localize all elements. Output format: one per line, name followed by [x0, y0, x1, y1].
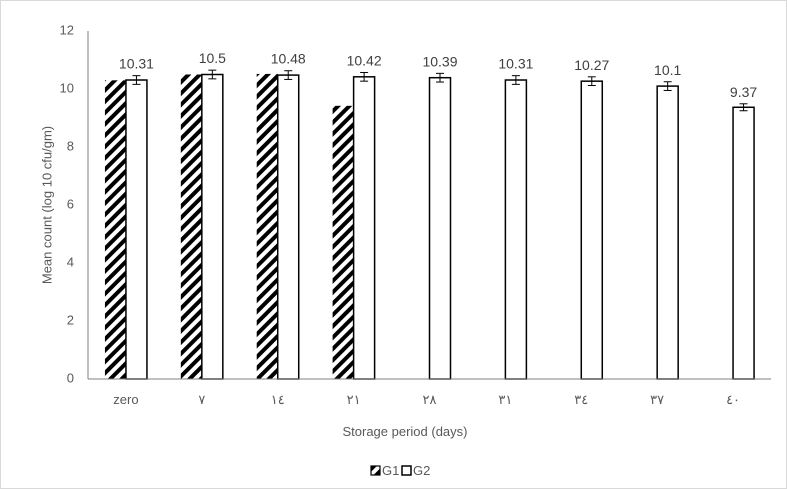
bar-g2	[125, 79, 148, 380]
bar-g2	[656, 85, 679, 380]
data-label-g2: 9.37	[730, 84, 757, 100]
data-label-g2: 10.39	[422, 53, 457, 69]
x-tick-label: ٣١	[498, 392, 512, 407]
x-axis-title: Storage period (days)	[342, 424, 467, 439]
bar-g2	[276, 74, 300, 380]
bar-g1	[180, 74, 202, 379]
bar-g2	[732, 106, 755, 380]
x-tick-label: ٤٠	[726, 392, 740, 407]
x-tick-label: ٣٤	[574, 392, 588, 407]
y-tick-label: 6	[67, 196, 74, 211]
y-tick-label: 0	[67, 370, 74, 385]
y-tick-label: 4	[67, 254, 74, 269]
data-label-g2: 10.1	[654, 62, 681, 78]
data-label-g2: 10.27	[574, 57, 609, 73]
x-tick-label: ١٤	[271, 392, 285, 407]
x-tick-label: ٣٧	[650, 392, 664, 407]
x-tick-label: ٢٨	[423, 392, 437, 407]
x-tick-label: ٧	[198, 392, 205, 407]
bar-g2	[504, 79, 528, 380]
y-tick-label: 12	[60, 22, 74, 37]
y-tick-label: 8	[67, 138, 74, 153]
y-axis-title: Mean count (log 10 cfu/gm)	[39, 126, 54, 284]
bar-g1	[256, 73, 278, 380]
bar-g2	[201, 73, 224, 380]
bar-g1	[104, 80, 126, 380]
legend-swatch-g2	[401, 465, 412, 476]
legend-label-g1: G1	[382, 463, 399, 478]
bar-g2	[428, 76, 452, 380]
x-tick-label: ٢١	[347, 392, 361, 407]
bar-g1	[332, 105, 354, 379]
y-tick-label: 2	[67, 312, 74, 327]
data-label-g2: 10.48	[271, 51, 306, 67]
data-label-g2: 10.5	[199, 50, 226, 66]
legend-swatch-g1	[370, 465, 381, 476]
legend-label-g2: G2	[413, 463, 430, 478]
data-label-g2: 10.31	[498, 56, 533, 72]
legend: G1 G2	[370, 463, 430, 478]
bar-g2	[352, 76, 376, 380]
bar-g2	[580, 80, 604, 380]
data-label-g2: 10.42	[347, 52, 382, 68]
data-label-g2: 10.31	[119, 56, 154, 72]
y-tick-label: 10	[60, 80, 74, 95]
x-tick-label: zero	[113, 392, 138, 407]
